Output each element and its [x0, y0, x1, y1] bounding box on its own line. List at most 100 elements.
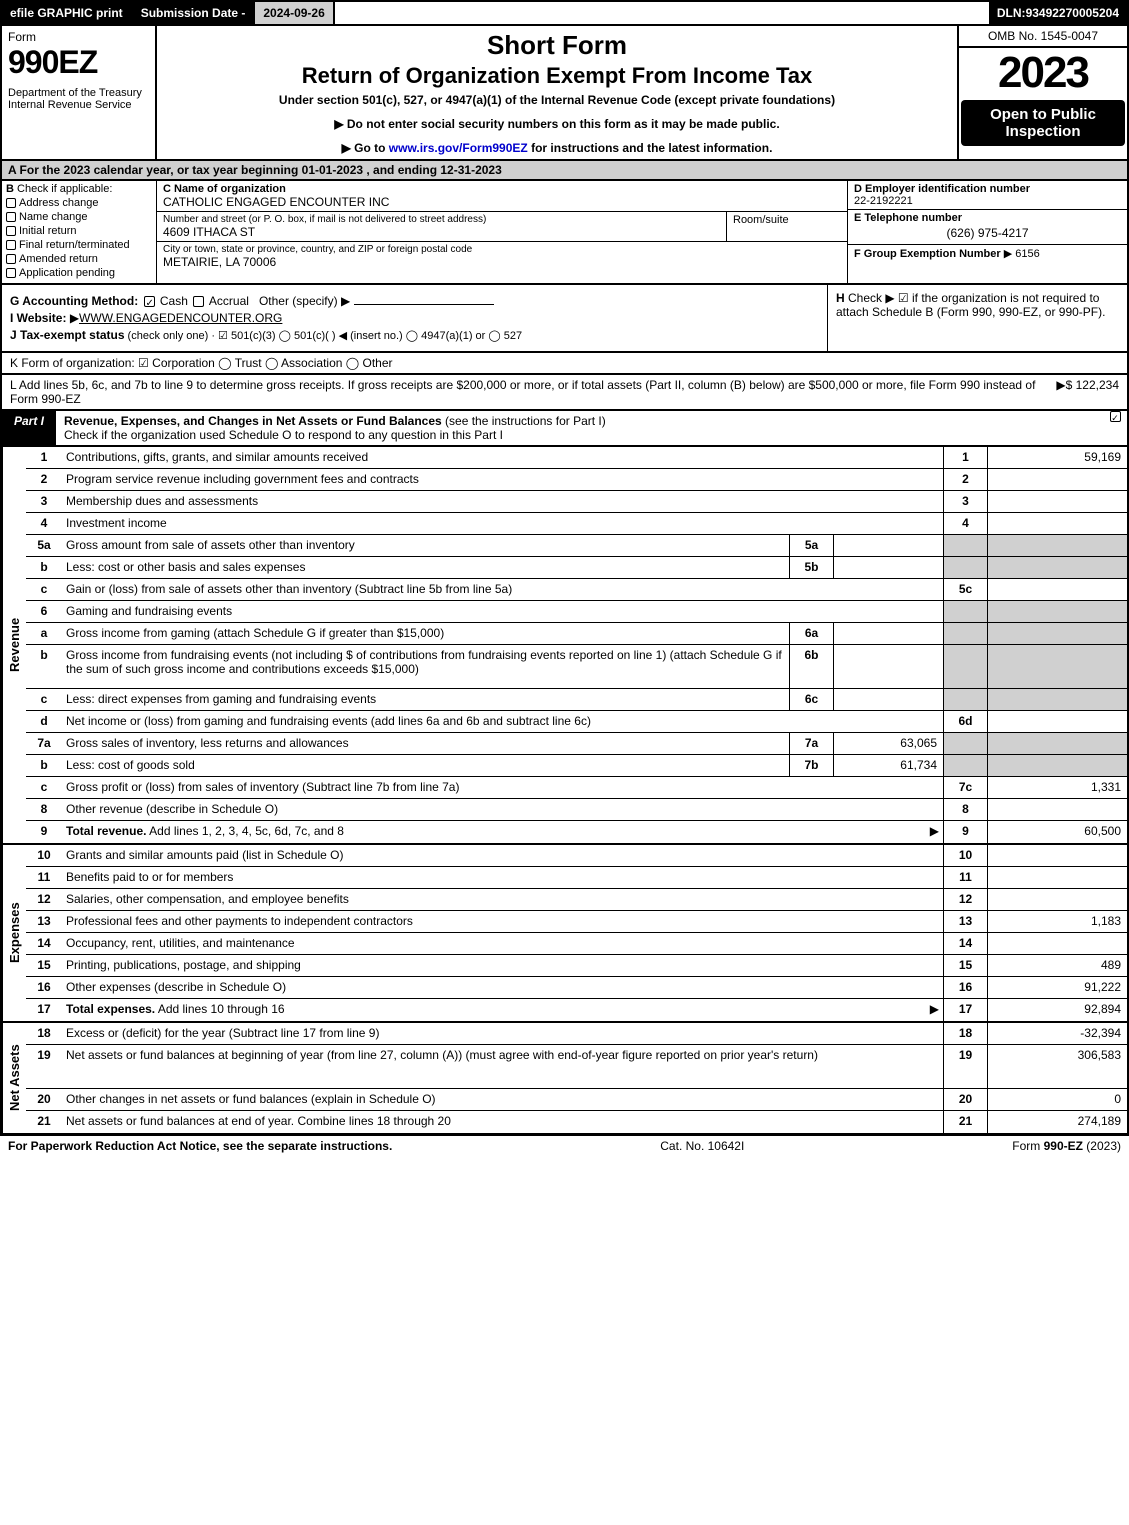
line-number-col: 10	[943, 845, 987, 866]
row-number: 16	[26, 977, 62, 998]
other-label: Other (specify)	[259, 294, 338, 308]
d-label: D Employer identification number	[854, 183, 1121, 195]
instr-line-2: ▶ Go to www.irs.gov/Form990EZ for instru…	[167, 141, 947, 155]
efile-label[interactable]: efile GRAPHIC print	[2, 2, 133, 24]
row-number: 5a	[26, 535, 62, 556]
line-number-col: 18	[943, 1023, 987, 1044]
row-description: Gross amount from sale of assets other t…	[62, 535, 789, 556]
row-description: Less: direct expenses from gaming and fu…	[62, 689, 789, 710]
row-description: Net assets or fund balances at beginning…	[62, 1045, 943, 1088]
sub-line-number: 6b	[789, 645, 833, 688]
org-city-row: City or town, state or province, country…	[157, 242, 847, 271]
under-section: Under section 501(c), 527, or 4947(a)(1)…	[167, 93, 947, 107]
amount-cell	[987, 491, 1127, 512]
accounting-method-line: G Accounting Method: Cash Accrual Other …	[10, 294, 819, 308]
row-number: a	[26, 623, 62, 644]
sub-line-value	[833, 623, 943, 644]
amount-cell: 60,500	[987, 821, 1127, 843]
sub-line-number: 5a	[789, 535, 833, 556]
table-row: bLess: cost or other basis and sales exp…	[26, 557, 1127, 579]
chk-accrual[interactable]	[193, 296, 204, 307]
table-row: 9Total revenue. Add lines 1, 2, 3, 4, 5c…	[26, 821, 1127, 843]
row-description: Gaming and fundraising events	[62, 601, 943, 622]
table-row: 17Total expenses. Add lines 10 through 1…	[26, 999, 1127, 1021]
table-row: cGain or (loss) from sale of assets othe…	[26, 579, 1127, 601]
row-description: Gross income from fundraising events (no…	[62, 645, 789, 688]
arrow-icon: ▶	[342, 141, 355, 155]
i-label: I Website:	[10, 311, 66, 325]
amount-cell	[987, 513, 1127, 534]
row-description: Gross sales of inventory, less returns a…	[62, 733, 789, 754]
city-value: METAIRIE, LA 70006	[163, 255, 841, 269]
row-description: Less: cost or other basis and sales expe…	[62, 557, 789, 578]
row-number: 2	[26, 469, 62, 490]
line-number-col: 11	[943, 867, 987, 888]
website-value[interactable]: WWW.ENGAGEDENCOUNTER.ORG	[79, 311, 282, 325]
row-description: Printing, publications, postage, and shi…	[62, 955, 943, 976]
table-row: 21Net assets or fund balances at end of …	[26, 1111, 1127, 1133]
top-bar: efile GRAPHIC print Submission Date - 20…	[0, 0, 1129, 26]
chk-application-pending[interactable]: Application pending	[6, 267, 152, 279]
expenses-section: Expenses 10Grants and similar amounts pa…	[0, 845, 1129, 1023]
open-to-public-box: Open to Public Inspection	[961, 100, 1125, 146]
f-value: 6156	[1015, 248, 1039, 260]
row-description: Other expenses (describe in Schedule O)	[62, 977, 943, 998]
part1-header: Part I Revenue, Expenses, and Changes in…	[0, 411, 1129, 447]
part1-title-rest: (see the instructions for Part I)	[442, 414, 606, 428]
table-row: 6Gaming and fundraising events	[26, 601, 1127, 623]
addr-value: 4609 ITHACA ST	[163, 225, 720, 239]
chk-address-change[interactable]: Address change	[6, 197, 152, 209]
row-description: Less: cost of goods sold	[62, 755, 789, 776]
row-description: Professional fees and other payments to …	[62, 911, 943, 932]
table-row: 19Net assets or fund balances at beginni…	[26, 1045, 1127, 1089]
irs-link[interactable]: www.irs.gov/Form990EZ	[389, 141, 528, 155]
line-number-col: 4	[943, 513, 987, 534]
line-number-col: 3	[943, 491, 987, 512]
form-number: 990EZ	[8, 44, 149, 81]
tax-year: 2023	[959, 48, 1127, 98]
row-number: c	[26, 777, 62, 798]
line-number-col	[943, 623, 987, 644]
table-row: aGross income from gaming (attach Schedu…	[26, 623, 1127, 645]
row-description: Occupancy, rent, utilities, and maintena…	[62, 933, 943, 954]
chk-amended-return[interactable]: Amended return	[6, 253, 152, 265]
row-number: 19	[26, 1045, 62, 1088]
line-number-col: 9	[943, 821, 987, 843]
amount-cell: 59,169	[987, 447, 1127, 468]
chk-initial-return[interactable]: Initial return	[6, 225, 152, 237]
section-a-calendar-year: A For the 2023 calendar year, or tax yea…	[0, 161, 1129, 181]
line-number-col: 2	[943, 469, 987, 490]
part1-title-bold: Revenue, Expenses, and Changes in Net As…	[64, 414, 442, 428]
accrual-label: Accrual	[209, 294, 249, 308]
amount-cell	[987, 845, 1127, 866]
dln-value: 93492270005204	[1026, 6, 1119, 20]
table-row: 14Occupancy, rent, utilities, and mainte…	[26, 933, 1127, 955]
table-row: bGross income from fundraising events (n…	[26, 645, 1127, 689]
footer-cat-no: Cat. No. 10642I	[660, 1139, 744, 1153]
chk-label: Application pending	[19, 267, 115, 279]
arrow-icon: ▶	[341, 294, 350, 308]
table-row: 1Contributions, gifts, grants, and simil…	[26, 447, 1127, 469]
netasset-rows: 18Excess or (deficit) for the year (Subt…	[26, 1023, 1127, 1133]
chk-final-return[interactable]: Final return/terminated	[6, 239, 152, 251]
line-number-col	[943, 601, 987, 622]
instr2-pre: Go to	[354, 141, 389, 155]
amount-cell: 1,183	[987, 911, 1127, 932]
revenue-side-label: Revenue	[2, 447, 26, 843]
row-number: 4	[26, 513, 62, 534]
suite-label: Room/suite	[727, 212, 847, 241]
amount-cell	[987, 579, 1127, 600]
footer-right-bold: 990-EZ	[1044, 1139, 1083, 1153]
amount-cell	[987, 557, 1127, 578]
row-description: Grants and similar amounts paid (list in…	[62, 845, 943, 866]
chk-cash[interactable]	[144, 296, 155, 307]
line-number-col: 5c	[943, 579, 987, 600]
amount-cell	[987, 733, 1127, 754]
chk-name-change[interactable]: Name change	[6, 211, 152, 223]
row-number: b	[26, 557, 62, 578]
other-specify-field[interactable]	[354, 304, 494, 305]
amount-cell: 1,331	[987, 777, 1127, 798]
sub-line-value: 63,065	[833, 733, 943, 754]
part1-schedule-o-check[interactable]	[1103, 411, 1127, 445]
j-text: (check only one) · ☑ 501(c)(3) ◯ 501(c)(…	[125, 330, 523, 342]
